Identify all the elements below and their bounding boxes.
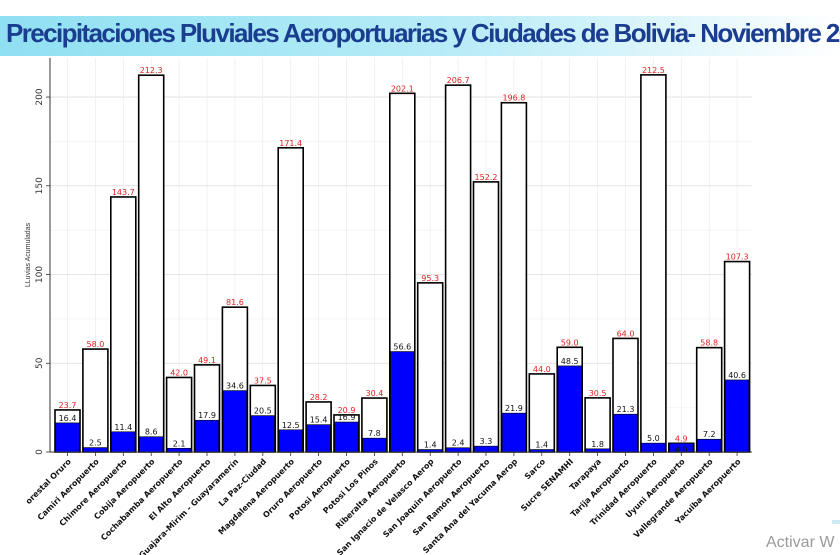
bar-current: [306, 424, 331, 453]
data-label-current: 2.1: [173, 439, 186, 448]
data-label-current: 16.4: [59, 414, 77, 423]
bar-current: [55, 422, 80, 453]
bar-current: [557, 365, 582, 453]
bar-current: [473, 445, 498, 453]
data-label-total: 107.3: [726, 253, 749, 262]
data-label-current: 15.4: [310, 416, 328, 425]
bar-current: [697, 438, 722, 453]
bar-total: [277, 147, 305, 453]
data-label-total: 37.5: [254, 376, 272, 385]
data-label-current: 17.9: [198, 411, 216, 420]
data-label-total: 143.7: [112, 188, 135, 197]
data-label-current: 56.6: [393, 343, 411, 352]
bar-current: [641, 442, 666, 453]
y-tick-label: 100: [35, 266, 45, 283]
data-label-current: 8.6: [145, 428, 158, 437]
data-label-current: 12.5: [282, 421, 300, 430]
bar-current: [222, 390, 247, 453]
data-label-current: 3.3: [480, 437, 493, 446]
data-label-total: 58.0: [86, 340, 104, 349]
data-label-current: 7.2: [703, 430, 716, 439]
bar-current: [111, 431, 136, 453]
x-tick-label: Sarco: [523, 457, 548, 482]
data-label-total: 28.2: [310, 393, 328, 402]
title-band: [0, 16, 840, 56]
data-label-total: 64.0: [617, 329, 635, 338]
data-label-current: 2.4: [452, 439, 465, 448]
y-tick-label: 50: [35, 357, 45, 369]
data-label-total: 58.8: [700, 339, 718, 348]
data-label-total: 212.3: [140, 66, 163, 75]
x-tick-label: orestal Oruro: [24, 457, 73, 506]
bar-total: [110, 196, 137, 453]
bar-total: [416, 282, 444, 453]
data-label-total: 20.9: [338, 406, 356, 415]
bar-total: [500, 101, 528, 453]
bar-current: [334, 421, 359, 453]
data-label-total: 81.6: [226, 298, 244, 307]
bar-total: [82, 348, 109, 453]
data-label-current: 21.9: [505, 404, 523, 413]
bar-current: [195, 419, 220, 453]
data-label-total: 30.4: [365, 389, 383, 398]
bar-current: [362, 437, 387, 453]
data-label-total: 206.7: [447, 76, 470, 85]
data-label-current: 1.4: [424, 441, 437, 450]
bar-total: [472, 181, 500, 453]
data-label-current: 7.8: [368, 429, 381, 438]
bar-current: [83, 447, 108, 453]
bar-total: [640, 74, 667, 453]
watermark-text: Activar W: [766, 534, 835, 551]
y-tick-label: 0: [35, 449, 45, 455]
data-label-current: 16.9: [338, 413, 356, 422]
data-label-total: 44.0: [533, 365, 551, 374]
bar-current: [390, 351, 415, 453]
bar-current: [725, 379, 750, 453]
data-label-current: 4.9: [675, 445, 688, 454]
x-tick-label: Sucre SENAMHI: [519, 457, 575, 513]
data-label-current: 1.8: [591, 440, 604, 449]
data-label-current: 2.5: [89, 439, 102, 448]
data-label-total: 95.3: [421, 274, 439, 283]
data-label-total: 42.0: [170, 368, 188, 377]
data-label-total: 23.7: [59, 401, 77, 410]
bar-current: [446, 447, 471, 453]
bar-current: [278, 429, 303, 453]
bar-current: [139, 436, 164, 453]
data-label-current: 1.4: [535, 441, 548, 450]
bar-total: [137, 74, 165, 453]
bar-current: [613, 413, 638, 453]
y-axis-label: LLuvias Acumuladas: [25, 222, 32, 287]
bar-current: [501, 412, 526, 453]
y-tick-label: 150: [35, 177, 45, 194]
data-label-current: 20.5: [254, 407, 272, 416]
data-label-total: 212.5: [642, 66, 665, 75]
data-label-total: 49.1: [198, 356, 216, 365]
bar-current: [167, 447, 192, 453]
bar-total: [584, 397, 611, 453]
corner-decoration: [832, 520, 840, 524]
chart-title: Precipitaciones Pluviales Aeroportuarias…: [6, 18, 840, 48]
data-label-total: 59.0: [561, 338, 579, 347]
data-label-total: 196.8: [502, 94, 525, 103]
data-label-total: 30.5: [589, 389, 607, 398]
data-label-total: 202.1: [391, 84, 414, 93]
data-label-current: 40.6: [728, 371, 746, 380]
data-label-current: 5.0: [647, 434, 660, 443]
bar-total: [165, 376, 193, 453]
data-label-current: 34.6: [226, 382, 244, 391]
data-label-current: 21.3: [617, 405, 635, 414]
data-label-current: 48.5: [561, 357, 579, 366]
x-tick-label: La Paz-Ciudad: [217, 457, 268, 508]
bar-total: [444, 84, 472, 453]
bar-total: [528, 373, 556, 453]
data-label-total: 171.4: [279, 139, 302, 148]
data-label-total: 152.2: [475, 173, 498, 182]
data-label-current: 11.4: [114, 423, 132, 432]
data-label-total: 4.9: [675, 434, 688, 443]
y-tick-label: 200: [35, 88, 45, 105]
bar-current: [250, 415, 275, 453]
